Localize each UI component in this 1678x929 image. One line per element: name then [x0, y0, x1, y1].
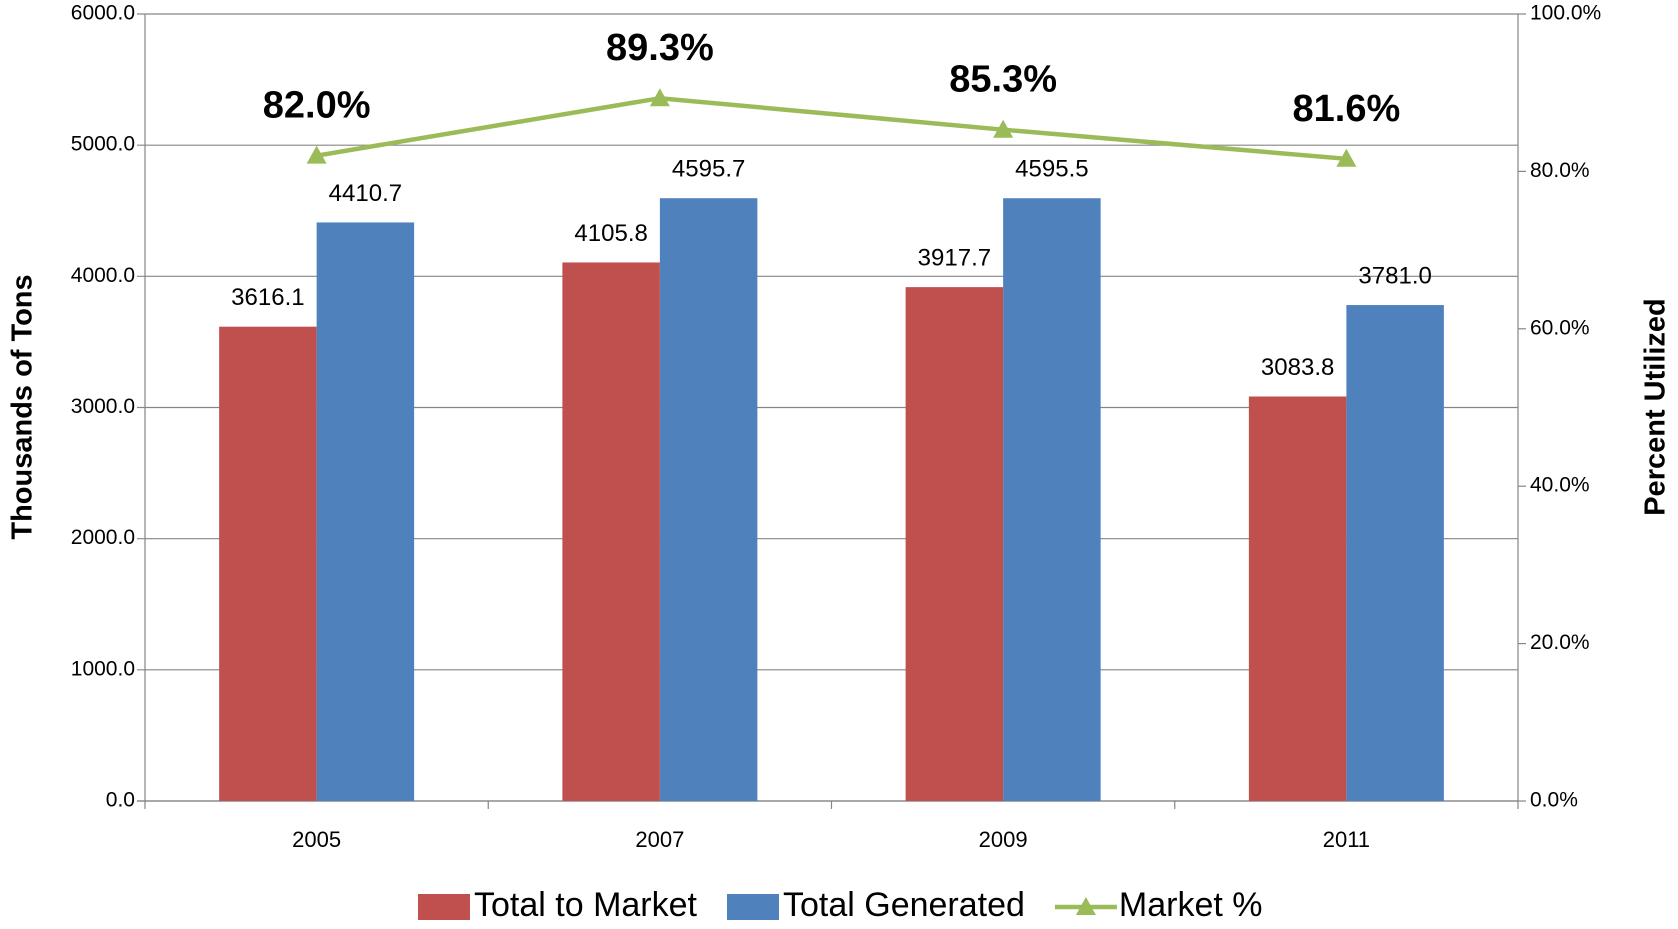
x-tick-label: 2005 — [292, 827, 341, 852]
line-value-label: 89.3% — [606, 27, 714, 69]
bar — [316, 222, 415, 801]
bar — [659, 198, 758, 801]
y-tick-label: 6000.0 — [71, 2, 135, 25]
y-axis-title: Thousands of Tons — [7, 274, 39, 539]
y2-tick-label: 20.0% — [1530, 631, 1590, 654]
bar — [1346, 305, 1444, 801]
bar-value-label: 4410.7 — [329, 180, 402, 207]
bar-value-label: 4595.5 — [1015, 156, 1088, 183]
y2-tick-label: 100.0% — [1530, 2, 1601, 25]
y-tick-label: 5000.0 — [71, 133, 135, 156]
legend-swatch — [418, 894, 470, 920]
line-value-label: 85.3% — [949, 59, 1057, 101]
line-marker — [993, 119, 1014, 138]
x-tick-label: 2009 — [979, 827, 1028, 852]
legend-label: Market % — [1119, 886, 1263, 924]
x-tick-label: 2007 — [635, 827, 684, 852]
legend-swatch — [726, 894, 779, 920]
bar — [905, 287, 1004, 801]
y2-tick-label: 40.0% — [1530, 474, 1590, 497]
line-marker — [306, 145, 327, 164]
y-tick-label: 1000.0 — [71, 657, 135, 680]
bar-value-label: 3616.1 — [231, 284, 304, 311]
x-tick-label: 2011 — [1323, 827, 1370, 852]
bar — [219, 326, 317, 801]
bar — [1003, 198, 1101, 802]
legend-marker — [1075, 897, 1096, 915]
line-value-label: 82.0% — [263, 85, 371, 127]
bar-value-label: 3917.7 — [918, 244, 991, 271]
bar — [1248, 396, 1347, 801]
y2-tick-label: 0.0% — [1530, 789, 1578, 812]
y-tick-label: 0.0 — [106, 789, 135, 812]
y2-tick-label: 80.0% — [1530, 159, 1590, 182]
bar-value-label: 4105.8 — [574, 220, 647, 247]
bar-value-label: 3083.8 — [1261, 354, 1334, 381]
legend-label: Total to Market — [474, 886, 698, 924]
line-marker — [649, 88, 670, 107]
legend-label: Total Generated — [783, 886, 1025, 924]
bar-value-label: 4595.7 — [672, 156, 745, 183]
y2-tick-label: 60.0% — [1530, 316, 1590, 339]
y-tick-label: 4000.0 — [71, 264, 135, 287]
line — [316, 95, 1347, 162]
y-tick-label: 3000.0 — [71, 395, 135, 418]
line-marker — [1336, 148, 1357, 167]
y2-axis-title: Percent Utilized — [1640, 298, 1672, 516]
bar-value-label: 3781.0 — [1358, 262, 1431, 289]
bar — [562, 262, 660, 801]
y-tick-label: 2000.0 — [71, 526, 135, 549]
line-value-label: 81.6% — [1293, 88, 1401, 130]
